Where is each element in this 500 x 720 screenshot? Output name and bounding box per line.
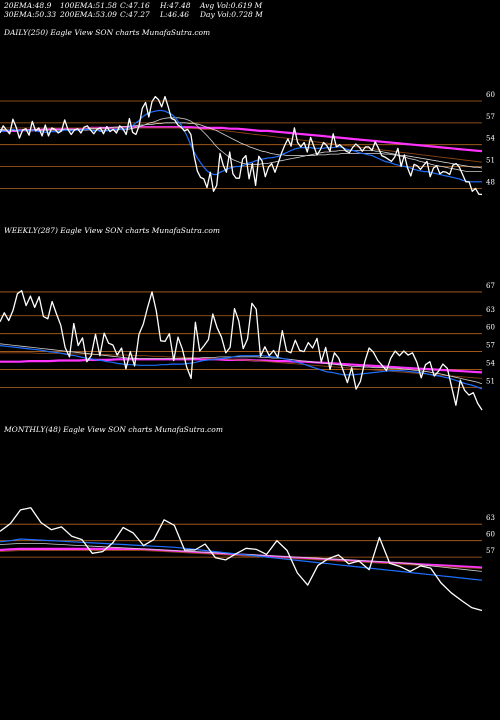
monthly-panel-title: MONTHLY(48) Eagle View SON charts Munafa… <box>4 425 223 434</box>
y-tick-label: 57 <box>486 113 495 121</box>
price-series-line <box>0 95 483 196</box>
ema50-series-line <box>0 122 483 169</box>
ema100-readout: 100EMA:51.58 <box>60 1 117 10</box>
y-tick-label: 60 <box>486 531 495 539</box>
ema20-readout: 20EMA:48.9 <box>4 1 52 10</box>
ema100-series-line <box>0 550 483 570</box>
y-tick-label: 57 <box>486 547 495 555</box>
ema200-series-line <box>0 126 483 153</box>
monthly-chart: 63 60 57 <box>0 507 495 612</box>
low-readout: L:46.46 <box>160 10 189 19</box>
price-series-line <box>0 290 483 411</box>
y-tick-label: 51 <box>486 377 495 385</box>
y-tick-label: 63 <box>486 514 495 522</box>
y-tick-label: 63 <box>486 306 495 314</box>
y-tick-label: 51 <box>486 157 495 165</box>
ema200-series-line <box>0 358 483 374</box>
close-readout: C:47.16 <box>120 1 150 10</box>
ema100-series-line <box>0 127 483 163</box>
y-tick-label: 54 <box>486 135 495 143</box>
price-series-line <box>0 507 483 612</box>
ema200-readout: 200EMA:53.09 <box>60 10 117 19</box>
daily-panel-title: DAILY(250) Eagle View SON charts MunafaS… <box>4 28 211 37</box>
y-tick-label: 60 <box>486 324 495 332</box>
close-readout-2: C:47.27 <box>120 10 150 19</box>
y-tick-label: 48 <box>486 178 495 186</box>
ema20-series-line <box>0 538 483 581</box>
high-readout: H:47.48 <box>160 1 191 10</box>
ema20-series-line <box>0 345 483 390</box>
avg-volume-readout: Avg Vol:0.619 M <box>200 1 263 10</box>
y-tick-label: 67 <box>486 282 495 290</box>
ema100-series-line <box>0 352 483 379</box>
daily-chart: 60 57 54 51 48 <box>0 91 495 196</box>
weekly-panel-title: WEEKLY(287) Eagle View SON charts Munafa… <box>4 226 221 235</box>
y-tick-label: 54 <box>486 359 495 367</box>
ema30-series-line <box>0 343 483 385</box>
y-tick-label: 57 <box>486 342 495 350</box>
weekly-chart: 67 63 60 57 54 51 <box>0 282 495 411</box>
ema30-readout: 30EMA:50.33 <box>4 10 57 19</box>
day-volume-readout: Day Vol:0.728 M <box>200 10 263 19</box>
y-tick-label: 60 <box>486 91 495 99</box>
